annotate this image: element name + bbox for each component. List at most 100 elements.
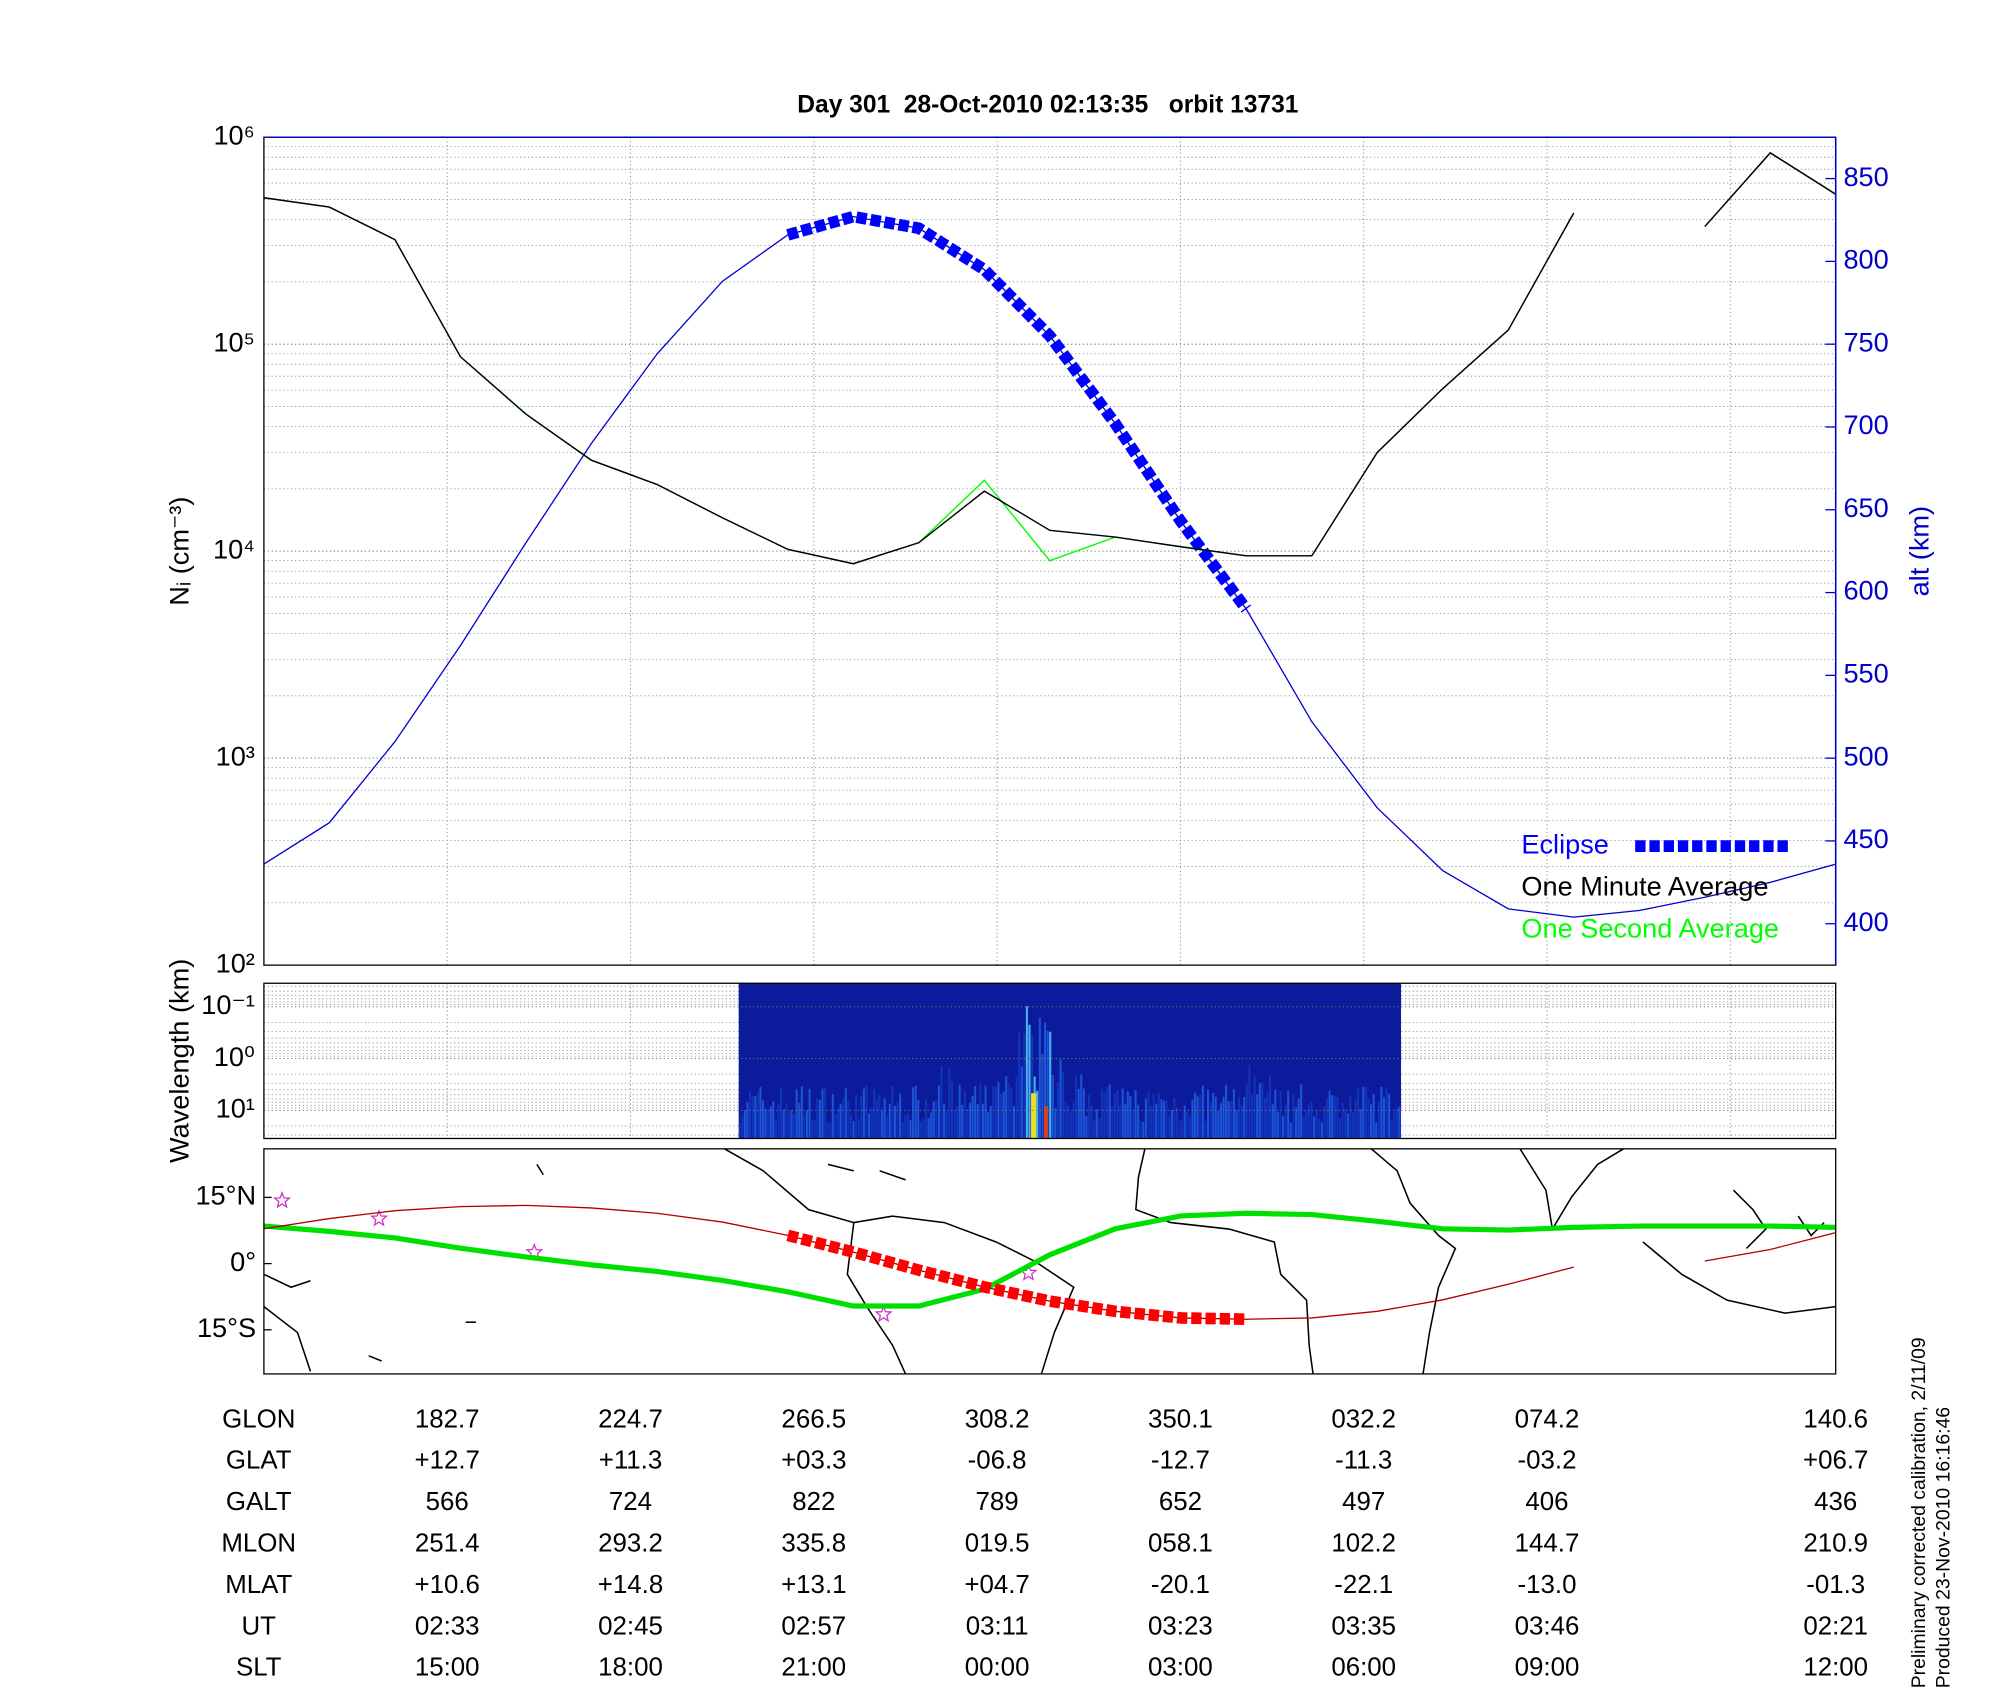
spectrogram-streak: [1049, 1031, 1052, 1139]
spectrogram-streak: [1111, 1106, 1114, 1139]
spectrogram-streak: [1142, 1122, 1145, 1139]
spectrogram-streak: [979, 1083, 982, 1139]
spectrogram-streak: [1269, 1075, 1272, 1139]
spectrogram-streak: [1106, 1087, 1109, 1139]
spectrogram-streak: [1354, 1099, 1357, 1139]
spectrogram-streak: [1028, 1024, 1031, 1139]
y2-tick-label: 500: [1843, 740, 1888, 771]
spectrogram-streak: [1170, 1110, 1173, 1139]
coastline: [368, 1355, 382, 1362]
spectrogram-streak: [1090, 1105, 1093, 1139]
y-axis-label: Nᵢ (cm⁻³): [163, 497, 194, 606]
station-marker: [369, 1209, 389, 1227]
spectrogram-streak: [764, 1108, 767, 1139]
spectrogram-streak: [1380, 1086, 1383, 1139]
table-cell: 02:21: [1803, 1612, 1868, 1640]
spectrogram-streak: [793, 1113, 796, 1139]
spectrogram-streak: [1175, 1107, 1179, 1139]
spectrogram-streak: [1191, 1099, 1194, 1139]
spectrogram-streak: [1173, 1097, 1176, 1139]
spectrogram-streak: [1041, 1053, 1044, 1139]
spectrogram-streak: [821, 1088, 824, 1139]
spectrogram-streak: [1129, 1096, 1132, 1139]
spectrogram-streak: [1157, 1093, 1160, 1139]
spectrogram-streak: [932, 1101, 935, 1139]
spectrogram-streak: [1375, 1122, 1378, 1139]
spectrogram-streak: [1103, 1092, 1106, 1139]
spectrogram-streak: [899, 1093, 902, 1139]
track-line: [263, 1210, 1836, 1309]
row-label: MLON: [221, 1530, 296, 1558]
spectrogram-streak: [935, 1100, 938, 1139]
spectrogram-streak: [1152, 1093, 1155, 1139]
spectrogram-streak: [1134, 1090, 1137, 1139]
spectrogram-streak: [808, 1088, 811, 1139]
spectrogram-streak: [790, 1110, 793, 1139]
spectrogram-streak: [811, 1119, 814, 1139]
spectrogram-streak: [1036, 1090, 1039, 1139]
y-tick-label: 10³: [216, 740, 255, 771]
spectrogram-streak: [906, 1113, 909, 1139]
spectrogram-streak: [862, 1088, 865, 1139]
panel-frame: [263, 982, 1837, 1140]
spectrogram-streak: [844, 1088, 847, 1139]
spectrogram-streak: [1307, 1104, 1310, 1139]
spectrogram-streak: [1010, 1087, 1013, 1139]
table-cell: 15:00: [415, 1654, 480, 1682]
spectrogram-streak: [1188, 1115, 1191, 1139]
spectrogram-streak: [1116, 1089, 1119, 1139]
data-line: [263, 151, 1837, 565]
spectrogram-streak: [914, 1085, 917, 1139]
spectrogram-hot: [1043, 1106, 1048, 1139]
spectrogram-streak: [1227, 1100, 1230, 1139]
spectrogram-streak: [782, 1109, 785, 1139]
coastline: [846, 1222, 907, 1375]
spectrogram-streak: [1393, 1111, 1396, 1139]
spectrogram-streak: [1165, 1100, 1168, 1139]
spectrogram-streak: [780, 1087, 783, 1139]
spectrogram-streak: [1240, 1105, 1243, 1139]
spectrogram-streak: [1250, 1094, 1254, 1139]
spectrogram-streak: [893, 1105, 896, 1139]
spectrogram-streak: [930, 1112, 933, 1139]
spectrogram-streak: [1388, 1093, 1391, 1139]
spectrogram-streak: [1232, 1089, 1235, 1139]
table-cell: 00:00: [965, 1654, 1030, 1682]
spectrogram-streak: [1054, 1108, 1057, 1139]
eclipse-track: [786, 1229, 1247, 1326]
spectrogram-streak: [1000, 1093, 1003, 1139]
table-cell: 03:46: [1515, 1612, 1580, 1640]
spectrogram-streak: [1349, 1096, 1352, 1139]
spectrogram-streak: [904, 1115, 907, 1139]
spectrogram-streak: [1183, 1105, 1186, 1139]
spectrogram-streak: [1225, 1084, 1228, 1139]
spectrogram-streak: [1266, 1092, 1269, 1139]
y2-axis-label: alt (km): [1903, 506, 1934, 597]
spectrogram-streak: [909, 1120, 912, 1139]
y-tick-label: 10⁵: [213, 326, 254, 357]
y2-tick-label: 600: [1843, 575, 1888, 606]
spectrogram-streak: [818, 1099, 821, 1139]
coastline: [827, 1163, 855, 1172]
spectrogram-streak: [891, 1086, 894, 1139]
spectrogram-streak: [1336, 1096, 1339, 1139]
spectrogram-streak: [1238, 1096, 1241, 1139]
spectrogram-streak: [1395, 1107, 1398, 1139]
y-tick-label: 0°: [230, 1246, 256, 1277]
spectrogram-streak: [945, 1110, 948, 1139]
spectrogram-streak: [759, 1087, 762, 1139]
spectrogram-streak: [937, 1085, 940, 1139]
table-cell: 074.2: [1515, 1405, 1580, 1433]
track-line: [263, 1204, 1836, 1320]
table-cell: 224.7: [598, 1405, 663, 1433]
spectrogram-streak: [1390, 1119, 1393, 1139]
spectrogram-streak: [919, 1121, 922, 1139]
spectrogram-streak: [1289, 1122, 1292, 1139]
spectrogram-streak: [847, 1101, 850, 1139]
spectrogram-streak: [756, 1091, 759, 1139]
table-cell: -01.3: [1806, 1571, 1865, 1599]
spectrogram-streak: [1181, 1119, 1184, 1139]
spectrogram-streak: [849, 1114, 853, 1139]
spectrogram-streak: [741, 1114, 744, 1139]
